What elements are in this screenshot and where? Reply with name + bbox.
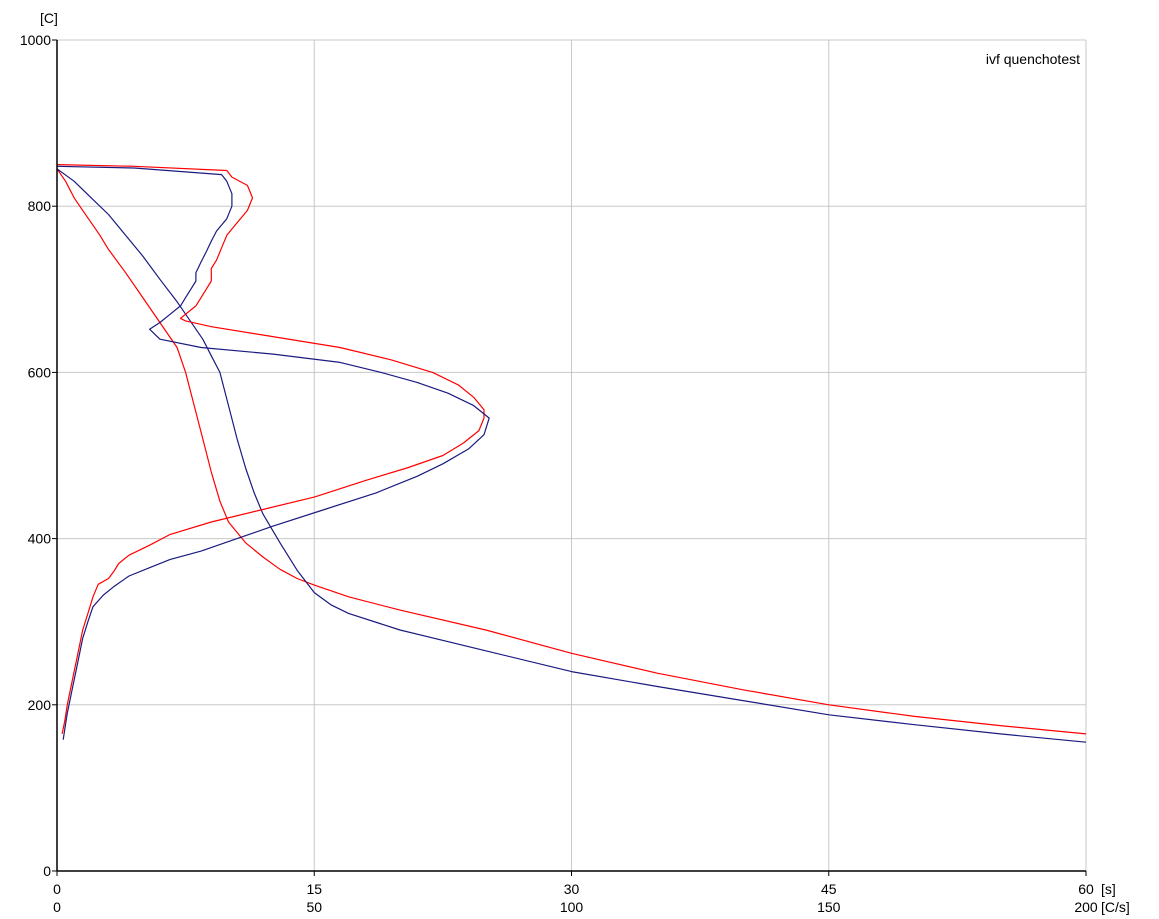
x-rate-tick-label: 50	[306, 899, 322, 915]
axis-layer	[52, 39, 1087, 876]
y-unit-label: [C]	[40, 10, 58, 26]
series-line-3-temperature-vs-cooling-rate	[56, 164, 485, 735]
series-line-1-temperature-vs-time	[56, 168, 1087, 735]
y-tick-label: 400	[28, 531, 52, 547]
y-tick-label: 200	[28, 697, 52, 713]
y-tick-label: 1000	[20, 32, 51, 48]
chart-annotation: ivf quenchotest	[986, 51, 1080, 67]
x-rate-tick-label: 0	[53, 899, 61, 915]
x-rate-tick-label: 200	[1074, 899, 1098, 915]
x-rate-unit-label: [C/s]	[1101, 899, 1130, 915]
x-rate-tick-label: 100	[560, 899, 584, 915]
x-time-tick-label: 15	[306, 881, 322, 897]
series-line-2-temperature-vs-time	[56, 168, 1087, 743]
x-time-tick-label: 60	[1078, 881, 1094, 897]
x-time-tick-label: 30	[564, 881, 580, 897]
y-tick-label: 0	[43, 863, 51, 879]
x-rate-tick-label: 150	[817, 899, 841, 915]
series-layer	[56, 164, 1087, 743]
grid-layer	[57, 39, 1087, 871]
x-time-tick-label: 45	[821, 881, 837, 897]
x-time-unit-label: [s]	[1101, 881, 1116, 897]
label-layer: 02004006008001000001550301004515060200[C…	[20, 10, 1130, 915]
series-line-4-temperature-vs-cooling-rate	[56, 165, 490, 740]
y-tick-label: 600	[28, 364, 52, 380]
x-time-tick-label: 0	[53, 881, 61, 897]
y-tick-label: 800	[28, 198, 52, 214]
